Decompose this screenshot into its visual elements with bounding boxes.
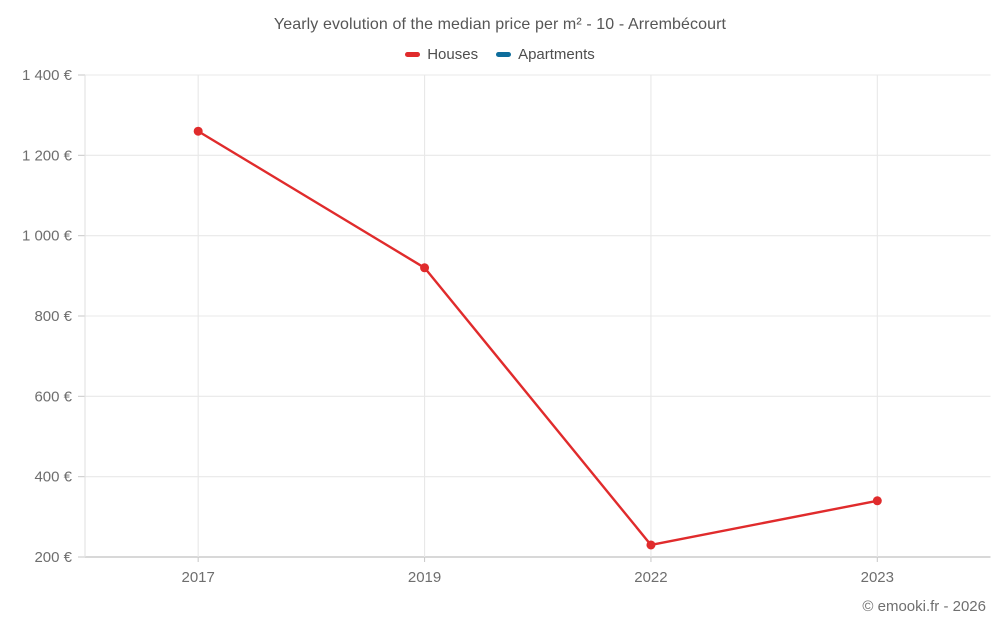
y-tick-label: 200 € xyxy=(34,549,72,566)
y-tick-label: 400 € xyxy=(34,469,72,486)
y-tick-label: 1 000 € xyxy=(22,228,73,245)
legend-label-houses: Houses xyxy=(427,46,479,63)
y-tick-label: 800 € xyxy=(34,308,72,325)
chart-title: Yearly evolution of the median price per… xyxy=(273,16,727,33)
x-tick-label: 2019 xyxy=(408,569,441,586)
y-tick-label: 1 400 € xyxy=(22,67,73,84)
data-point-houses-2023[interactable] xyxy=(872,496,882,506)
x-tick-label: 2023 xyxy=(861,569,894,586)
legend: Houses Apartments xyxy=(0,46,1000,63)
houses-series-swatch-icon xyxy=(405,52,421,57)
credit-text: © emooki.fr - 2026 xyxy=(862,598,986,615)
x-tick-label: 2022 xyxy=(634,569,667,586)
legend-item-houses[interactable]: Houses xyxy=(405,46,478,63)
y-tick-label: 1 200 € xyxy=(22,147,73,164)
apartments-series-swatch-icon xyxy=(496,52,512,57)
data-point-houses-2017[interactable] xyxy=(193,126,203,136)
data-point-houses-2022[interactable] xyxy=(646,540,656,550)
series-line-houses xyxy=(196,130,879,547)
legend-label-apartments: Apartments xyxy=(518,46,595,63)
x-tick-label: 2017 xyxy=(182,569,215,586)
legend-item-apartments[interactable]: Apartments xyxy=(496,46,595,63)
y-tick-label: 600 € xyxy=(34,388,72,405)
data-point-houses-2019[interactable] xyxy=(420,263,430,273)
